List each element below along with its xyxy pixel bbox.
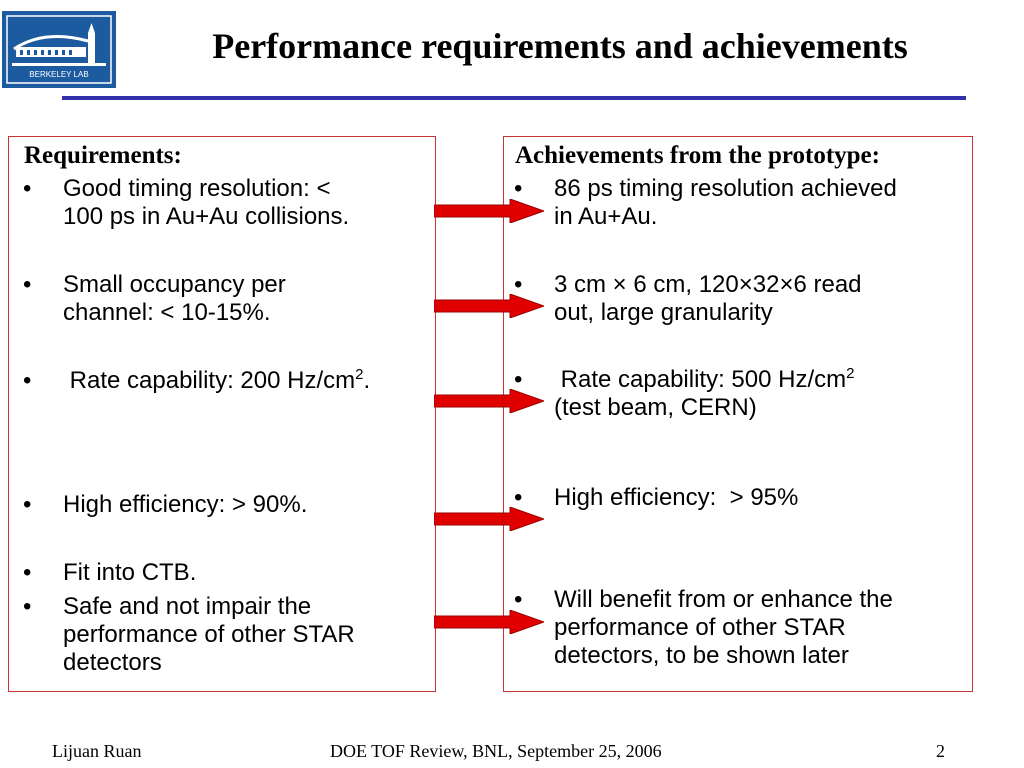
achievement-line: out, large granularity (554, 299, 773, 326)
footer-event: DOE TOF Review, BNL, September 25, 2006 (330, 741, 662, 761)
slide-title: Performance requirements and achievement… (212, 26, 908, 66)
requirement-line: Small occupancy per (63, 271, 286, 298)
superscript: 2 (846, 365, 855, 382)
requirement-line: 100 ps in Au+Au collisions. (63, 203, 350, 230)
achievement-line: performance of other STAR (554, 614, 846, 641)
arrow-icon (434, 199, 544, 223)
bullet-dot: • (23, 271, 32, 298)
requirement-line: detectors (63, 649, 162, 676)
bullet-dot: • (514, 175, 523, 202)
requirement-line: channel: < 10-15%. (63, 299, 271, 326)
bullet-dot: • (514, 366, 523, 393)
arrow-icon (434, 610, 544, 634)
achievement-line: in Au+Au. (554, 203, 658, 230)
footer-page-number: 2 (936, 741, 945, 761)
achievement-line: 3 cm × 6 cm, 120×32×6 read (554, 271, 862, 298)
achievement-line: High efficiency: > 95% (554, 484, 799, 511)
requirement-text: Rate capability: 200 Hz/cm (63, 367, 356, 394)
bullet-dot: • (23, 593, 32, 620)
superscript: 2 (355, 366, 364, 383)
bullet-dot: • (514, 271, 523, 298)
bullet-dot: • (23, 175, 32, 202)
requirement-line: Good timing resolution: < (63, 175, 331, 202)
requirements-box: Requirements: • Good timing resolution: … (8, 136, 436, 692)
bullet-dot: • (23, 367, 32, 394)
requirement-line: Rate capability: 200 Hz/cm2. (63, 367, 370, 395)
achievement-line: (test beam, CERN) (554, 394, 757, 421)
title-rule (62, 96, 966, 100)
requirement-line: performance of other STAR (63, 621, 355, 648)
arrow-icon (434, 389, 544, 413)
achievement-line: 86 ps timing resolution achieved (554, 175, 897, 202)
bullet-dot: • (23, 559, 32, 586)
arrow-icon (434, 507, 544, 531)
arrow-icon (434, 294, 544, 318)
achievement-line: Rate capability: 500 Hz/cm2 (554, 365, 855, 394)
bullet-dot: • (23, 491, 32, 518)
achievements-box: Achievements from the prototype: • 86 ps… (503, 136, 973, 692)
berkeley-lab-logo: BERKELEY LAB (2, 11, 116, 88)
requirements-heading: Requirements: (24, 142, 182, 169)
requirement-line: High efficiency: > 90%. (63, 491, 308, 518)
requirement-line: Safe and not impair the (63, 593, 312, 620)
achievements-heading: Achievements from the prototype: (515, 142, 880, 169)
achievement-line: detectors, to be shown later (554, 642, 849, 669)
requirement-tail: . (363, 367, 371, 394)
footer-author: Lijuan Ruan (52, 741, 142, 761)
requirement-line: Fit into CTB. (63, 559, 197, 586)
bullet-dot: • (514, 586, 523, 613)
bullet-dot: • (514, 484, 523, 511)
logo-text: BERKELEY LAB (29, 70, 88, 79)
achievement-line: Will benefit from or enhance the (554, 586, 893, 613)
achievement-text: Rate capability: 500 Hz/cm (554, 366, 847, 393)
